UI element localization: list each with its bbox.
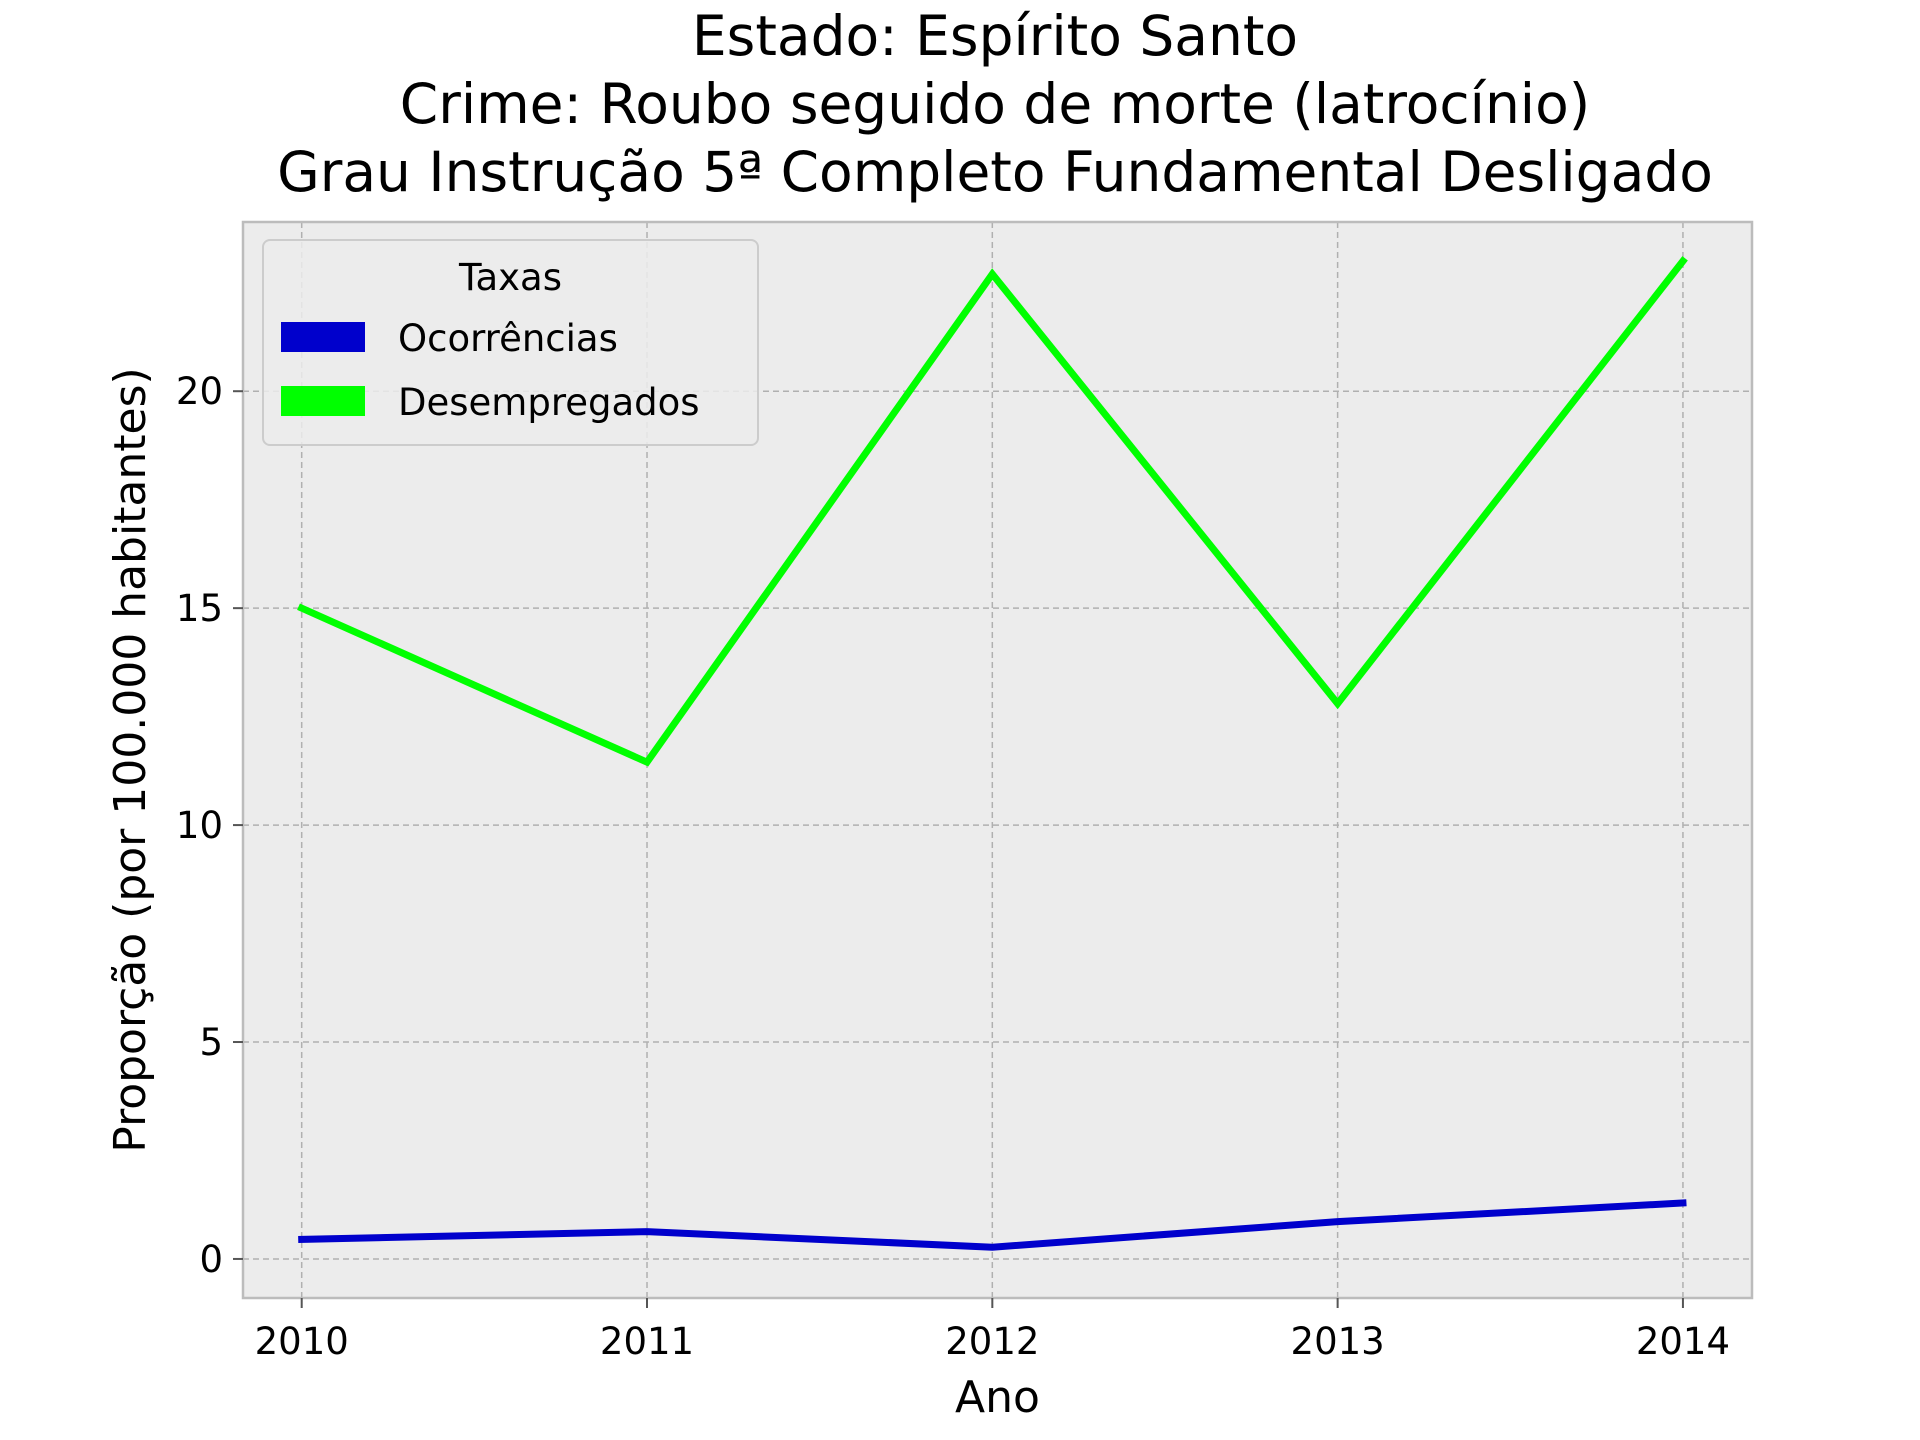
legend-title: Taxas xyxy=(458,256,562,299)
y-tick-label: 20 xyxy=(176,370,223,413)
y-axis: 0 5 10 15 20 xyxy=(176,370,243,1281)
x-tick-label: 2012 xyxy=(945,1320,1039,1363)
chart-title-line: Estado: Espírito Santo xyxy=(692,4,1298,68)
y-tick-label: 5 xyxy=(199,1021,223,1064)
x-tick-label: 2010 xyxy=(255,1320,349,1363)
x-axis: 2010 2011 2012 2013 2014 xyxy=(255,1298,1730,1363)
x-axis-label: Ano xyxy=(955,1372,1040,1423)
y-tick-label: 15 xyxy=(176,587,223,630)
legend-box xyxy=(262,239,759,446)
series-line xyxy=(298,1199,1687,1251)
legend: Taxas Ocorrências Desempregados xyxy=(262,239,759,446)
x-tick-label: 2011 xyxy=(600,1320,694,1363)
y-axis-label: Proporção (por 100.000 habitantes) xyxy=(105,367,156,1152)
legend-swatch xyxy=(281,386,365,416)
y-tick-label: 0 xyxy=(199,1238,223,1281)
x-tick-label: 2014 xyxy=(1636,1320,1730,1363)
series-line xyxy=(297,256,1688,767)
x-tick-label: 2013 xyxy=(1291,1320,1385,1363)
y-tick-label: 10 xyxy=(176,804,223,847)
chart-title-line: Crime: Roubo seguido de morte (latrocíni… xyxy=(400,72,1590,136)
legend-label: Desempregados xyxy=(398,381,700,424)
plot-frame xyxy=(241,220,1754,1300)
legend-swatch xyxy=(281,322,365,352)
chart-title-line: Grau Instrução 5ª Completo Fundamental D… xyxy=(277,140,1713,204)
series-lines xyxy=(297,256,1688,1251)
legend-label: Ocorrências xyxy=(398,317,618,360)
